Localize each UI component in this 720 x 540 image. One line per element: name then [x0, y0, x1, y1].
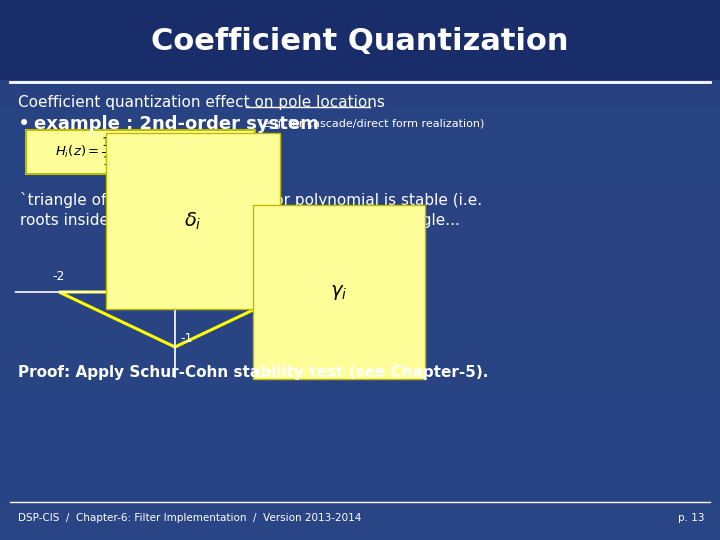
Bar: [0, 432, 720, 468]
Bar: [0, 252, 720, 288]
Text: $\delta_i$: $\delta_i$: [184, 211, 202, 232]
Bar: [0, 0, 720, 80]
Bar: [0, 360, 720, 396]
Text: Proof: Apply Schur-Cohn stability test (see Chapter-5).: Proof: Apply Schur-Cohn stability test (…: [18, 364, 488, 380]
Bar: [0, 288, 720, 324]
Text: $\gamma_i$: $\gamma_i$: [330, 282, 348, 301]
Bar: [0, 468, 720, 504]
Text: p. 13: p. 13: [678, 513, 705, 523]
Bar: [0, 108, 720, 144]
Bar: [0, 216, 720, 252]
Text: roots inside unit circle) iff coefficients lie inside triangle...: roots inside unit circle) iff coefficien…: [20, 213, 460, 227]
Bar: [0, 324, 720, 360]
Text: Coefficient Quantization: Coefficient Quantization: [151, 28, 569, 57]
Bar: [0, 72, 720, 108]
Bar: [0, 504, 720, 540]
Text: •: •: [18, 114, 30, 134]
Bar: [0, 36, 720, 72]
Text: DSP-CIS  /  Chapter-6: Filter Implementation  /  Version 2013-2014: DSP-CIS / Chapter-6: Filter Implementati…: [18, 513, 361, 523]
Text: example : 2nd-order system: example : 2nd-order system: [34, 115, 319, 133]
Bar: [0, 144, 720, 180]
Text: 2: 2: [287, 270, 295, 283]
Text: `triangle of stability’ : denominator polynomial is stable (i.e.: `triangle of stability’ : denominator po…: [20, 192, 482, 208]
FancyBboxPatch shape: [26, 130, 255, 174]
Text: Coefficient quantization effect on pole locations: Coefficient quantization effect on pole …: [18, 94, 385, 110]
Text: 1: 1: [180, 239, 188, 252]
Text: -1: -1: [180, 332, 192, 345]
Bar: [0, 396, 720, 432]
Bar: [0, 180, 720, 216]
Text: (e.g. for cascade/direct form realization): (e.g. for cascade/direct form realizatio…: [252, 119, 485, 129]
Bar: [0, 0, 720, 36]
Text: $H_i(z)=\dfrac{1+\alpha_i.z^{-1}+\beta_i.z^{-2}}{1+\gamma_i.z^{-1}+\delta_i.z^{-: $H_i(z)=\dfrac{1+\alpha_i.z^{-1}+\beta_i…: [55, 133, 225, 171]
Text: -2: -2: [53, 270, 66, 283]
